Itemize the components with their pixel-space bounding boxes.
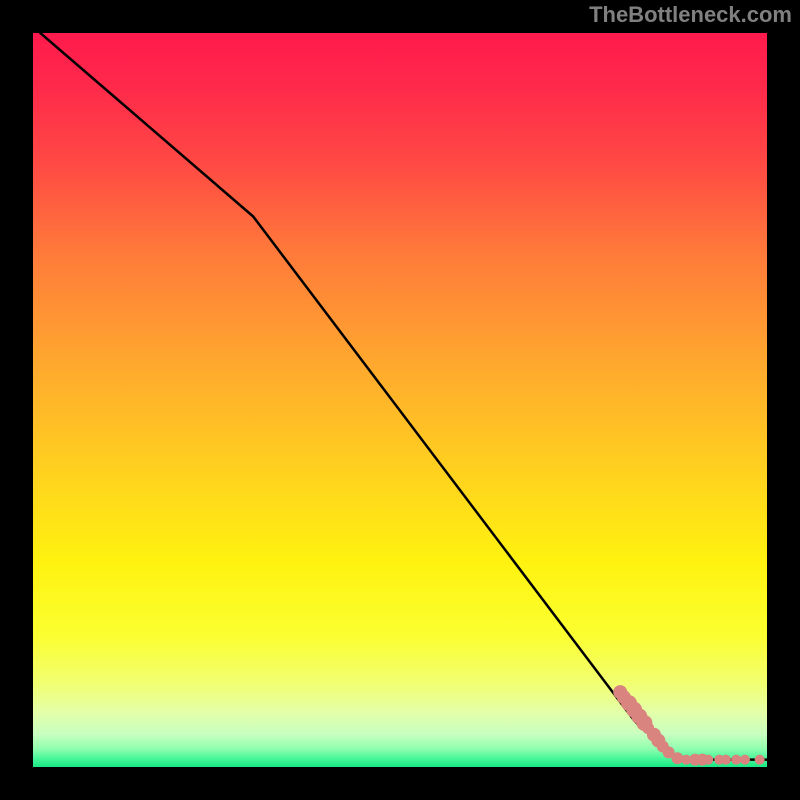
plot-svg — [33, 33, 767, 767]
watermark-text: TheBottleneck.com — [589, 2, 792, 28]
scatter-point — [731, 755, 741, 765]
gradient-background — [33, 33, 767, 767]
scatter-point — [755, 755, 765, 765]
scatter-point — [721, 755, 731, 765]
scatter-point — [740, 755, 750, 765]
chart-canvas: TheBottleneck.com — [0, 0, 800, 800]
scatter-point — [703, 755, 713, 765]
plot-area — [33, 33, 767, 767]
